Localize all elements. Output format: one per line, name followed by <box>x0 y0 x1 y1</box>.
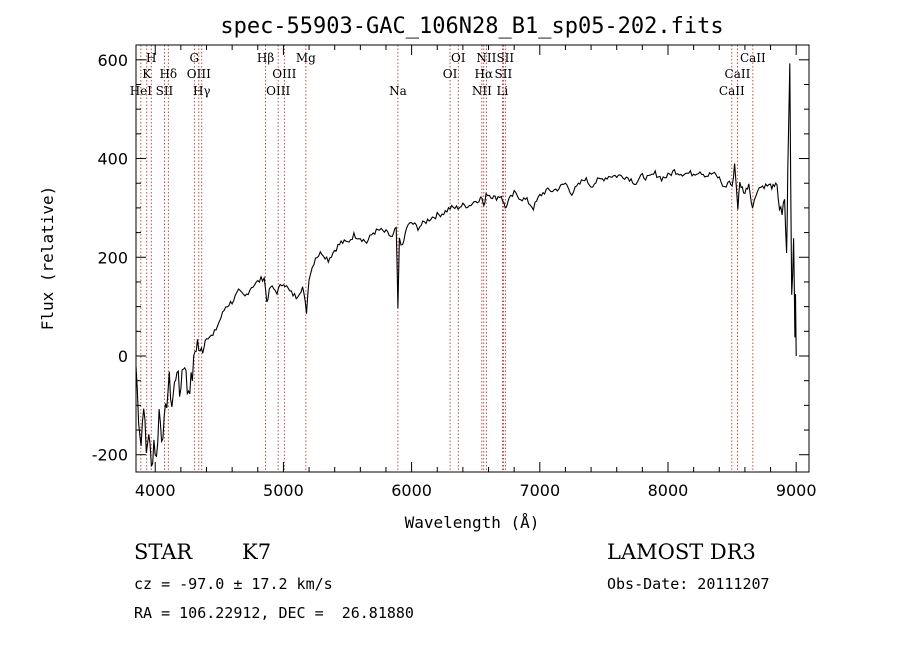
line-label-15: NII <box>472 84 492 98</box>
line-label-9: OIII <box>266 84 290 98</box>
line-label-22: CaII <box>725 67 751 81</box>
object-class: STAR <box>134 540 193 564</box>
line-label-14: OI <box>451 51 466 65</box>
axis-ticks: 4000 5000 6000 7000 8000 9000 -200 0 200 400 600 <box>92 45 817 500</box>
x-axis-label: Wavelength (Å) <box>405 513 540 532</box>
line-label-5: G <box>190 51 200 65</box>
x-tick-label-1: 5000 <box>263 481 304 500</box>
plot-frame <box>135 44 810 473</box>
line-label-1: K <box>142 67 152 81</box>
y-tick-label-4: 600 <box>97 51 128 70</box>
x-tick-label-0: 4000 <box>135 481 176 500</box>
line-label-4: Hδ <box>159 67 177 81</box>
y-tick-label-0: -200 <box>92 446 128 465</box>
redshift-cz: cz = -97.0 ± 17.2 km/s <box>134 575 333 593</box>
line-label-16: NII <box>476 51 496 65</box>
line-label-0: HeI <box>130 84 153 98</box>
line-label-23: CaII <box>740 51 766 65</box>
x-tick-label-2: 6000 <box>391 481 432 500</box>
line-label-21: CaII <box>719 84 745 98</box>
line-label-6: OIII <box>187 67 211 81</box>
ra-dec: RA = 106.22912, DEC = 26.81880 <box>134 604 414 622</box>
spectrum-line <box>135 63 797 467</box>
line-label-3: SII <box>156 84 174 98</box>
line-label-10: OIII <box>272 67 296 81</box>
chart-title: spec-55903-GAC_106N28_B1_sp05-202.fits <box>220 14 723 39</box>
y-tick-label-3: 400 <box>97 150 128 169</box>
line-label-19: SII <box>496 51 514 65</box>
line-label-8: Hβ <box>257 51 274 65</box>
x-tick-label-3: 7000 <box>519 481 560 500</box>
observation-date: Obs-Date: 20111207 <box>607 575 770 593</box>
x-tick-label-4: 8000 <box>648 481 689 500</box>
line-label-13: OI <box>443 67 458 81</box>
object-subclass: K7 <box>242 540 272 564</box>
line-label-2: H <box>146 51 156 65</box>
line-label-12: Na <box>389 84 407 98</box>
y-tick-label-1: 0 <box>118 347 128 366</box>
y-axis-label: Flux (relative) <box>38 186 57 331</box>
x-tick-label-5: 9000 <box>776 481 817 500</box>
survey-name: LAMOST DR3 <box>607 540 756 564</box>
line-markers <box>140 45 754 472</box>
line-label-11: Mg <box>296 51 316 65</box>
line-label-7: Hγ <box>193 84 211 98</box>
line-labels: HeIKHSIIHδGOIIIHγHβOIIIOIIIMgNaOIOINIINI… <box>130 51 766 98</box>
y-tick-label-2: 200 <box>97 248 128 267</box>
line-label-17: Hα <box>474 67 493 81</box>
line-label-20: Li <box>496 84 508 98</box>
line-label-18: SII <box>495 67 513 81</box>
